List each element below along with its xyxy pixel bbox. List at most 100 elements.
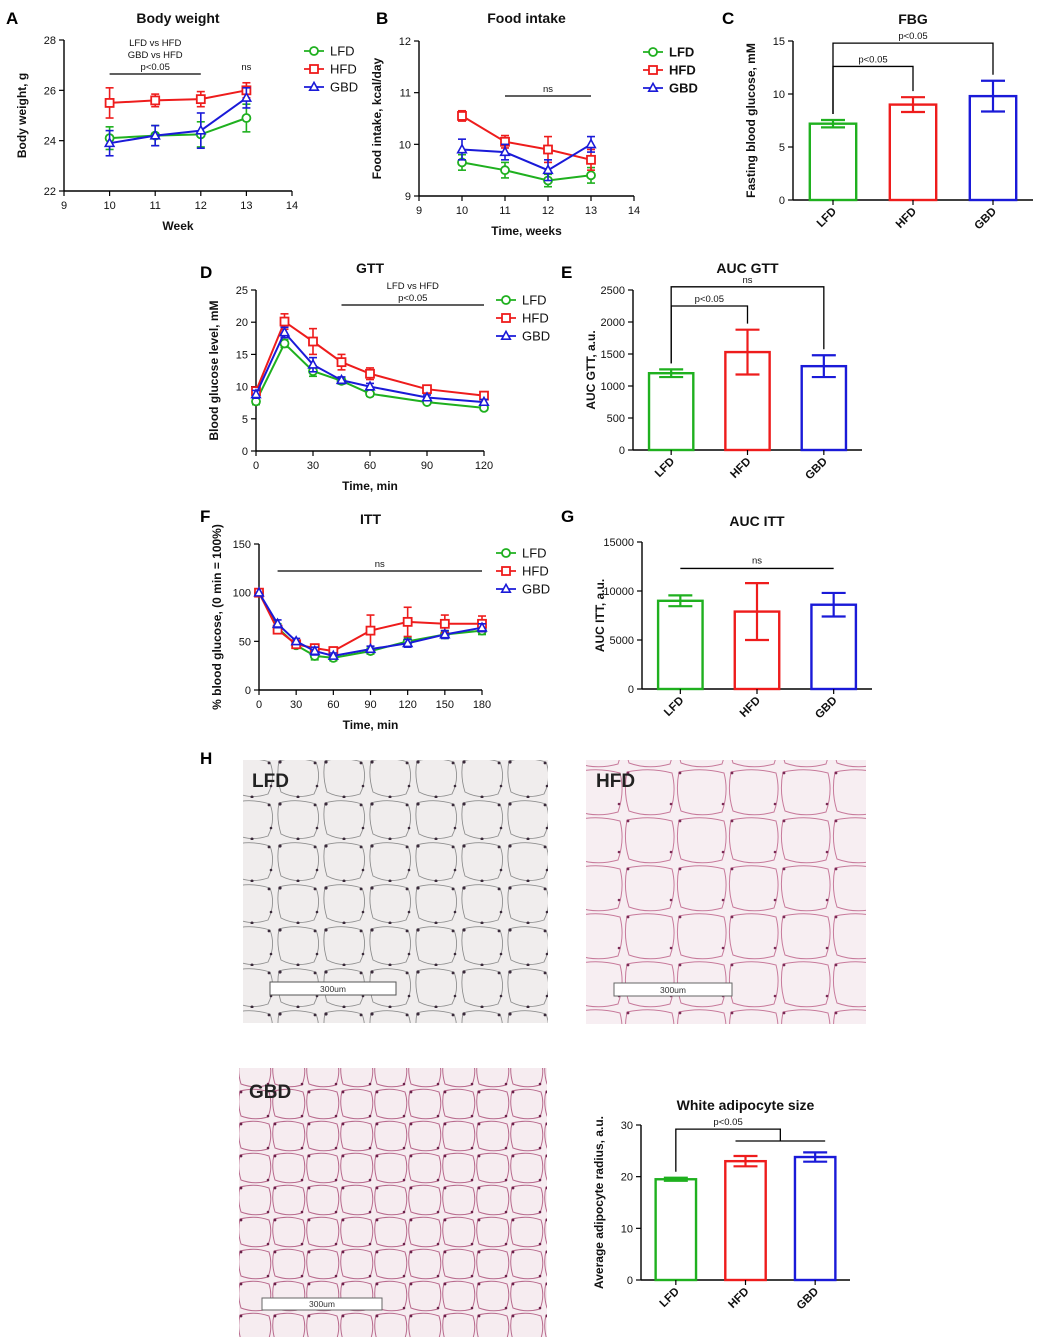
legend-label-lfd: LFD — [330, 44, 355, 59]
x-tick-label: 14 — [286, 200, 298, 212]
significance-label: ns — [543, 84, 553, 95]
x-tick-label: 14 — [628, 205, 640, 217]
y-tick-label: 5000 — [610, 635, 634, 647]
bar-lfd — [808, 122, 858, 202]
y-axis-label: AUC ITT, a.u. — [593, 579, 607, 652]
y-tick-label: 1000 — [601, 381, 625, 393]
x-tick-label-hfd: HFD — [728, 456, 753, 481]
x-tick-label: 13 — [240, 200, 252, 212]
chart-g-auc-itt: 0 5000 10000 15000 AUC ITT AUC ITT, a.u. LFD HF… — [593, 513, 872, 721]
data-point-gbd — [456, 143, 468, 154]
legend-label-lfd: LFD — [522, 293, 547, 308]
data-point-hfd — [195, 94, 206, 105]
x-tick-label: 150 — [436, 699, 454, 711]
legend-label-hfd: HFD — [669, 63, 696, 78]
y-axis-label: AUC GTT, a.u. — [584, 330, 598, 409]
y-axis-label: Food intake, kcal/day — [370, 57, 384, 179]
x-axis-label: Time, min — [342, 479, 398, 493]
x-tick-label: 9 — [416, 205, 422, 217]
x-tick-label-gbd: GBD — [803, 456, 830, 483]
y-axis-label: % blood glucose, (0 min = 100%) — [210, 524, 224, 710]
data-point-hfd — [365, 368, 375, 379]
significance-label: ns — [375, 559, 385, 570]
bar-lfd — [654, 1178, 698, 1282]
y-tick-label: 25 — [236, 285, 248, 297]
bar-gbd — [968, 94, 1018, 202]
y-tick-label: 5 — [779, 142, 785, 154]
x-tick-label: 10 — [456, 205, 468, 217]
x-axis-label: Time, min — [343, 718, 399, 732]
y-axis-label: Body weight, g — [15, 73, 29, 158]
y-tick-label: 2500 — [601, 285, 625, 297]
data-point-gbd — [195, 124, 207, 135]
y-tick-label: 10000 — [603, 586, 634, 598]
legend-label-gbd: GBD — [522, 582, 550, 597]
x-tick-label: 30 — [290, 699, 302, 711]
series-line-hfd — [461, 115, 592, 161]
panel-letter-c: C — [722, 9, 734, 28]
x-tick-label-lfd: LFD — [653, 456, 677, 480]
y-axis-label: Average adipocyte radius, a.u. — [592, 1116, 606, 1289]
data-point-hfd — [308, 336, 318, 347]
data-point-lfd — [500, 165, 510, 176]
x-tick-label-lfd: LFD — [815, 206, 839, 230]
legend-label-hfd: HFD — [330, 62, 357, 77]
series-line-hfd — [109, 89, 247, 104]
data-point-hfd — [439, 618, 450, 629]
panel-letter-a: A — [6, 9, 18, 28]
series-hfd — [457, 109, 596, 171]
x-tick-label: 90 — [364, 699, 376, 711]
series-line-gbd — [461, 143, 592, 172]
series-gbd — [456, 135, 597, 182]
x-tick-label: 60 — [327, 699, 339, 711]
y-tick-label: 0 — [245, 685, 251, 697]
data-point-gbd — [585, 138, 597, 149]
legend-marker-lfd — [501, 295, 511, 305]
legend-label-gbd: GBD — [522, 329, 550, 344]
bar-gbd — [810, 603, 858, 691]
y-tick-label: 0 — [779, 195, 785, 207]
x-tick-label: 11 — [499, 205, 510, 217]
significance-label: ns — [742, 275, 752, 286]
data-point-gbd — [364, 380, 376, 391]
x-axis-label: Week — [162, 219, 193, 233]
data-point-gbd — [149, 129, 161, 140]
bar-lfd — [647, 372, 695, 452]
x-axis-label: Time, weeks — [491, 224, 562, 238]
series-hfd — [104, 81, 252, 119]
chart-c-fbg: 0 5 10 15 FBG Fasting blood glucose, mM LFD HFD… — [744, 11, 1033, 232]
y-tick-label: 15 — [773, 36, 785, 48]
data-point-gbd — [364, 642, 377, 654]
y-tick-label: 150 — [233, 539, 251, 551]
x-tick-label-lfd: LFD — [662, 695, 686, 719]
chart-d-gtt: 0 5 10 15 20 25 0 30 60 90 120 GTT Time, min Blood gl… — [207, 260, 550, 493]
significance-label: p<0.05 — [898, 31, 927, 42]
significance-label: GBD vs HFD — [128, 50, 183, 61]
x-tick-label: 0 — [256, 699, 262, 711]
significance-label: ns — [752, 555, 762, 566]
y-tick-label: 1500 — [601, 349, 625, 361]
y-tick-label: 30 — [621, 1120, 633, 1132]
chart-title: Food intake — [487, 10, 566, 26]
x-tick-label-hfd: HFD — [726, 1286, 751, 1311]
data-point-gbd — [499, 145, 511, 157]
legend-label-gbd: GBD — [330, 80, 358, 95]
data-point-gbd — [476, 621, 488, 632]
panel-letter-h: H — [200, 749, 212, 768]
data-point-hfd — [336, 357, 347, 368]
data-point-gbd — [290, 635, 302, 646]
histology-label-gbd: GBD — [249, 1082, 291, 1103]
y-tick-label: 15 — [236, 349, 248, 361]
y-tick-label: 28 — [44, 35, 56, 47]
x-tick-label: 90 — [421, 460, 433, 472]
chart-f-itt: 0 50 100 150 0 30 60 90 120 150 180 ITT Time, min % b… — [210, 511, 550, 732]
chart-title: Body weight — [136, 10, 220, 26]
x-tick-label-gbd: GBD — [795, 1286, 822, 1313]
legend-label-gbd: GBD — [669, 81, 698, 96]
scale-bar-label-hfd: 300um — [660, 985, 686, 995]
y-tick-label: 50 — [239, 636, 251, 648]
data-point-hfd — [279, 316, 290, 327]
y-tick-label: 10 — [399, 139, 411, 151]
chart-title: AUC GTT — [716, 260, 779, 276]
legend-marker-gbd — [500, 582, 512, 593]
